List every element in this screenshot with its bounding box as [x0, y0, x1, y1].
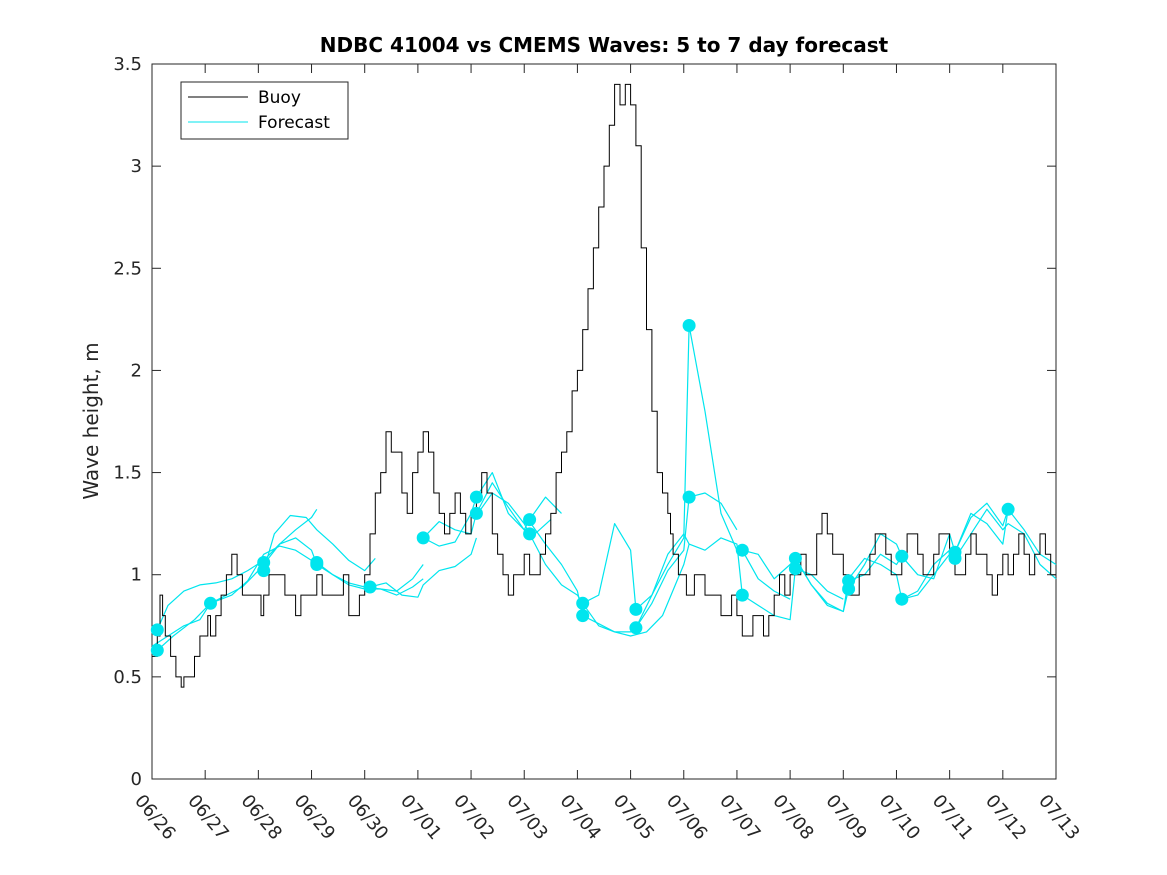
forecast-marker-9	[469, 490, 483, 504]
forecast-marker-14	[576, 609, 590, 623]
y-tick-label-6: 3	[131, 156, 142, 177]
forecast-marker-7	[363, 580, 377, 594]
y-axis: 0 0.5 1 1.5 2 2.5 3 3.5	[113, 54, 1056, 790]
forecast-marker-22	[788, 562, 802, 576]
forecast-marker-25	[895, 549, 909, 563]
forecast-line-16	[901, 508, 1057, 600]
forecast-marker-8	[416, 531, 430, 545]
forecast-line-3	[263, 514, 376, 572]
forecast-marker-10	[469, 506, 483, 520]
forecast-marker-4	[257, 564, 271, 578]
forecast-marker-11	[523, 513, 537, 527]
x-tick-label-1: 06/27	[183, 791, 232, 844]
forecast-marker-28	[948, 551, 962, 565]
forecast-marker-18	[682, 490, 696, 504]
forecast-marker-16	[629, 621, 643, 635]
x-tick-label-12: 07/08	[768, 791, 817, 844]
x-tick-label-4: 06/30	[343, 791, 392, 844]
x-tick-label-0: 06/26	[130, 791, 179, 844]
x-tick-label-10: 07/06	[662, 791, 711, 844]
x-tick-label-5: 07/01	[396, 791, 445, 844]
forecast-line-4	[263, 537, 424, 592]
y-tick-label-0: 0	[131, 769, 142, 790]
x-tick-label-13: 07/09	[821, 791, 870, 844]
forecast-marker-26	[895, 592, 909, 606]
x-tick-label-11: 07/07	[715, 791, 764, 844]
buoy-line	[152, 83, 1056, 688]
x-tick-label-14: 07/10	[875, 791, 924, 844]
forecast-marker-24	[842, 582, 856, 596]
marker-layer	[150, 319, 1015, 657]
x-tick-label-8: 07/04	[556, 791, 605, 844]
y-tick-label-4: 2	[131, 360, 142, 381]
x-tick-label-6: 07/02	[449, 791, 498, 844]
y-tick-label-7: 3.5	[113, 54, 142, 75]
legend: Buoy Forecast	[180, 81, 349, 140]
x-tick-label-7: 07/03	[502, 791, 551, 844]
y-tick-label-2: 1	[131, 565, 142, 586]
forecast-line-17	[954, 502, 1057, 566]
forecast-line-11	[582, 324, 791, 611]
legend-label-forecast: Forecast	[258, 113, 330, 133]
forecast-marker-19	[735, 543, 749, 557]
forecast-line-15	[848, 509, 1009, 582]
forecast-marker-21	[788, 551, 802, 565]
y-tick-label-5: 2.5	[113, 258, 142, 279]
forecast-marker-20	[735, 588, 749, 602]
x-tick-label-2: 06/28	[237, 791, 286, 844]
forecast-marker-2	[204, 596, 217, 610]
forecast-marker-6	[310, 558, 324, 571]
chart-title: NDBC 41004 vs CMEMS Waves: 5 to 7 day fo…	[320, 33, 889, 57]
x-tick-label-17: 07/13	[1034, 791, 1083, 844]
x-tick-label-9: 07/05	[609, 791, 658, 844]
forecast-marker-0	[150, 623, 164, 637]
y-tick-label-1: 0.5	[113, 667, 142, 688]
forecast-marker-12	[523, 527, 537, 541]
x-tick-label-16: 07/12	[981, 791, 1030, 844]
forecast-marker-1	[150, 643, 164, 657]
y-tick-label-3: 1.5	[113, 463, 142, 484]
forecast-marker-13	[576, 596, 590, 610]
legend-box	[180, 81, 349, 140]
forecast-marker-15	[629, 602, 643, 616]
y-axis-label: Wave height, m	[79, 342, 103, 499]
forecast-line-8	[422, 472, 562, 547]
x-tick-label-3: 06/29	[290, 791, 339, 844]
forecast-marker-17	[682, 319, 696, 332]
x-tick-label-15: 07/11	[928, 791, 977, 844]
buoy-layer	[152, 83, 1056, 688]
forecast-marker-29	[1001, 502, 1015, 516]
forecast-line-6	[369, 537, 477, 598]
legend-label-buoy: Buoy	[258, 88, 301, 108]
